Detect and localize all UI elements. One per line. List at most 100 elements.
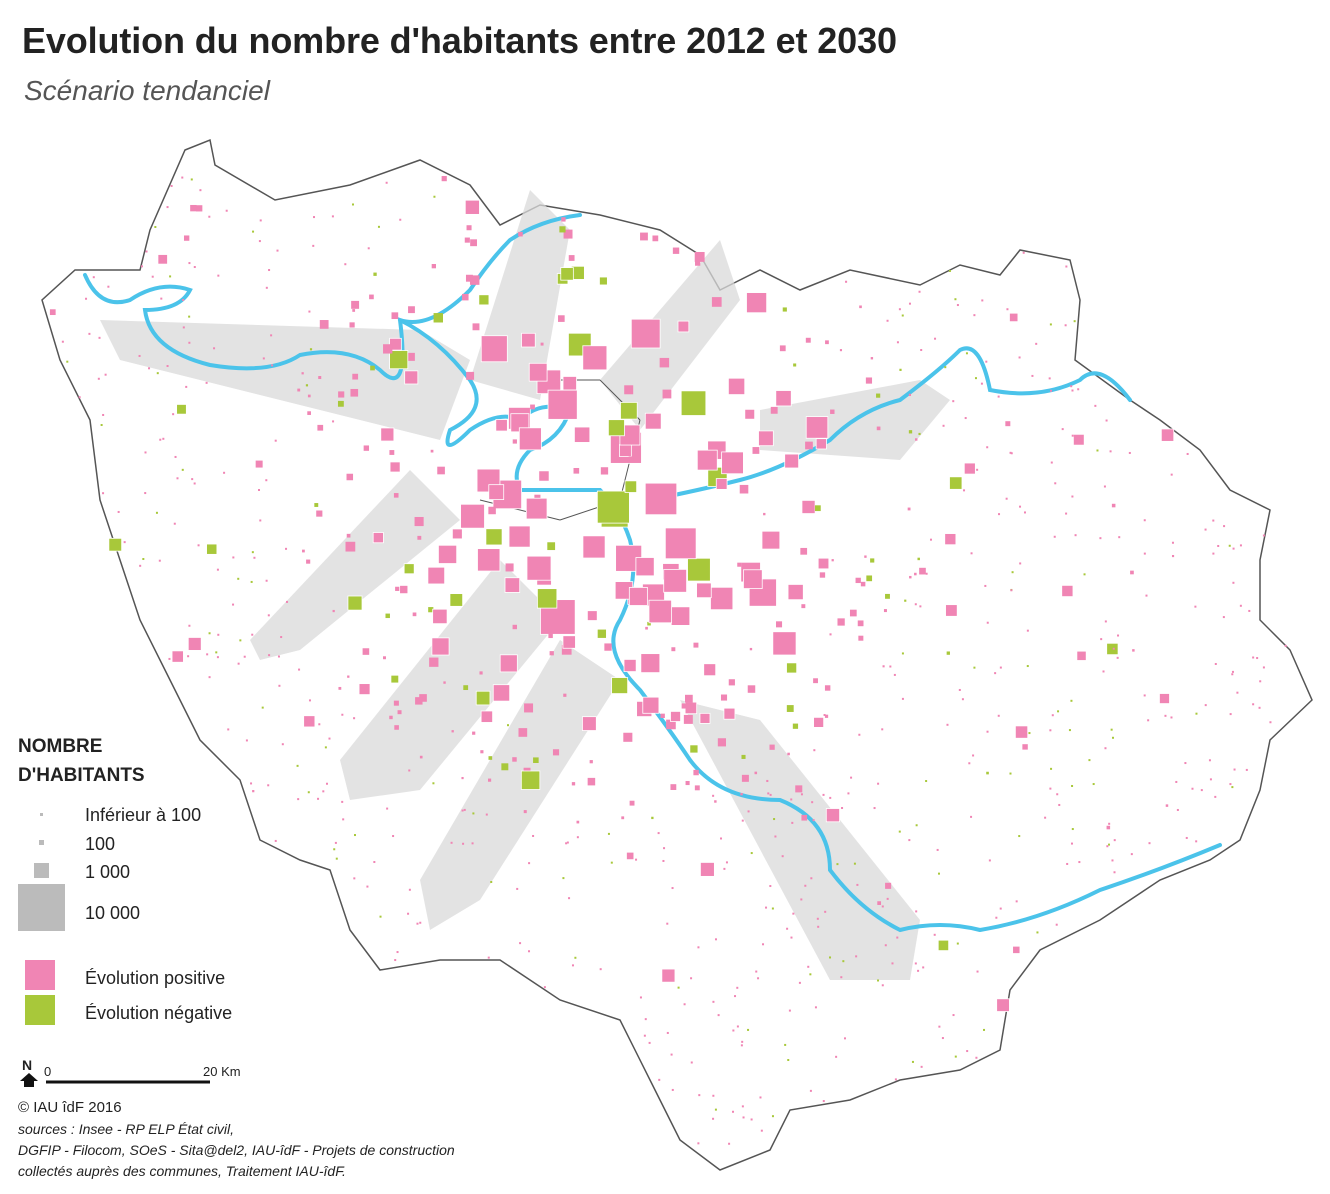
commune-symbol — [487, 778, 492, 782]
commune-symbol — [623, 659, 637, 672]
commune-symbol — [839, 349, 843, 352]
commune-symbol — [866, 575, 873, 582]
north-arrow — [20, 1073, 38, 1087]
commune-symbol — [1109, 450, 1112, 453]
commune-symbol — [683, 1003, 686, 1006]
commune-symbol — [466, 225, 472, 231]
commune-symbol — [1108, 843, 1111, 846]
commune-symbol — [582, 535, 606, 559]
commune-symbol — [314, 503, 319, 507]
commune-symbol — [1011, 571, 1014, 574]
commune-symbol — [788, 1009, 791, 1012]
commune-symbol — [307, 411, 311, 415]
commune-symbol — [1094, 404, 1097, 407]
commune-symbol — [1200, 789, 1203, 792]
commune-symbol — [734, 995, 737, 998]
commune-symbol — [918, 432, 921, 436]
commune-symbol — [1015, 900, 1018, 903]
commune-symbol — [1212, 552, 1215, 555]
commune-symbol — [281, 743, 284, 746]
commune-symbol — [342, 818, 345, 821]
commune-symbol — [1239, 604, 1242, 607]
commune-symbol — [944, 366, 947, 369]
commune-symbol — [974, 377, 977, 380]
commune-symbol — [830, 409, 835, 414]
commune-symbol — [561, 217, 566, 222]
commune-symbol — [1071, 828, 1074, 831]
commune-symbol — [626, 852, 634, 860]
commune-symbol — [1065, 512, 1068, 515]
commune-symbol — [884, 944, 887, 947]
commune-symbol — [566, 841, 569, 844]
commune-symbol — [505, 563, 514, 572]
commune-symbol — [1018, 356, 1021, 359]
commune-symbol — [1106, 845, 1109, 848]
commune-symbol — [142, 558, 145, 561]
commune-symbol — [274, 439, 277, 442]
commune-symbol — [107, 285, 110, 288]
commune-symbol — [714, 1108, 717, 1111]
commune-symbol — [670, 1053, 673, 1056]
commune-symbol — [752, 447, 760, 454]
commune-symbol — [347, 675, 350, 678]
commune-symbol — [396, 951, 399, 954]
commune-symbol — [501, 763, 509, 771]
commune-symbol — [829, 633, 832, 636]
commune-symbol — [543, 986, 546, 989]
commune-symbol — [610, 861, 613, 864]
commune-symbol — [589, 760, 593, 764]
commune-symbol — [881, 905, 884, 908]
commune-symbol — [1071, 434, 1074, 437]
commune-symbol — [332, 420, 335, 423]
commune-symbol — [504, 577, 521, 593]
commune-symbol — [416, 922, 419, 925]
commune-symbol — [754, 771, 758, 775]
legend-title: D'HABITANTS — [18, 765, 145, 786]
commune-symbol — [954, 1055, 957, 1058]
commune-symbol — [628, 587, 648, 606]
commune-symbol — [823, 713, 826, 716]
commune-symbol — [1108, 822, 1111, 825]
commune-symbol — [181, 468, 184, 471]
commune-symbol — [265, 286, 268, 289]
commune-symbol — [945, 604, 958, 617]
commune-symbol — [305, 384, 309, 387]
commune-symbol — [1171, 541, 1174, 544]
commune-symbol — [814, 1006, 817, 1009]
commune-symbol — [487, 956, 490, 959]
commune-symbol — [188, 624, 191, 627]
commune-symbol — [441, 176, 447, 182]
commune-symbol — [155, 511, 158, 514]
commune-symbol — [205, 381, 208, 384]
commune-symbol — [936, 848, 939, 851]
commune-symbol — [769, 793, 772, 796]
commune-symbol — [245, 739, 248, 742]
legend-size-swatch — [40, 813, 43, 816]
commune-symbol — [966, 1050, 969, 1053]
commune-symbol — [1209, 778, 1212, 781]
commune-symbol — [1072, 433, 1085, 446]
commune-symbol — [1143, 694, 1146, 697]
commune-symbol — [395, 586, 400, 591]
commune-symbol — [877, 979, 880, 982]
commune-symbol — [882, 665, 885, 668]
legend-label: 1 000 — [85, 862, 130, 882]
commune-symbol — [745, 409, 755, 419]
commune-symbol — [160, 297, 163, 300]
commune-symbol — [607, 832, 610, 835]
commune-symbol — [100, 424, 103, 427]
commune-symbol — [170, 184, 173, 187]
commune-symbol — [976, 468, 979, 471]
commune-symbol — [171, 650, 184, 663]
commune-symbol — [362, 648, 370, 655]
sources: sources : Insee - RP ELP État civil, — [18, 1121, 234, 1137]
commune-symbol — [574, 956, 577, 959]
commune-symbol — [1104, 620, 1107, 623]
commune-symbol — [645, 626, 648, 630]
commune-symbol — [208, 215, 211, 218]
commune-symbol — [259, 219, 262, 222]
commune-symbol — [901, 652, 904, 655]
commune-symbol — [889, 665, 892, 668]
commune-symbol — [1022, 251, 1025, 254]
commune-symbol — [521, 332, 536, 348]
